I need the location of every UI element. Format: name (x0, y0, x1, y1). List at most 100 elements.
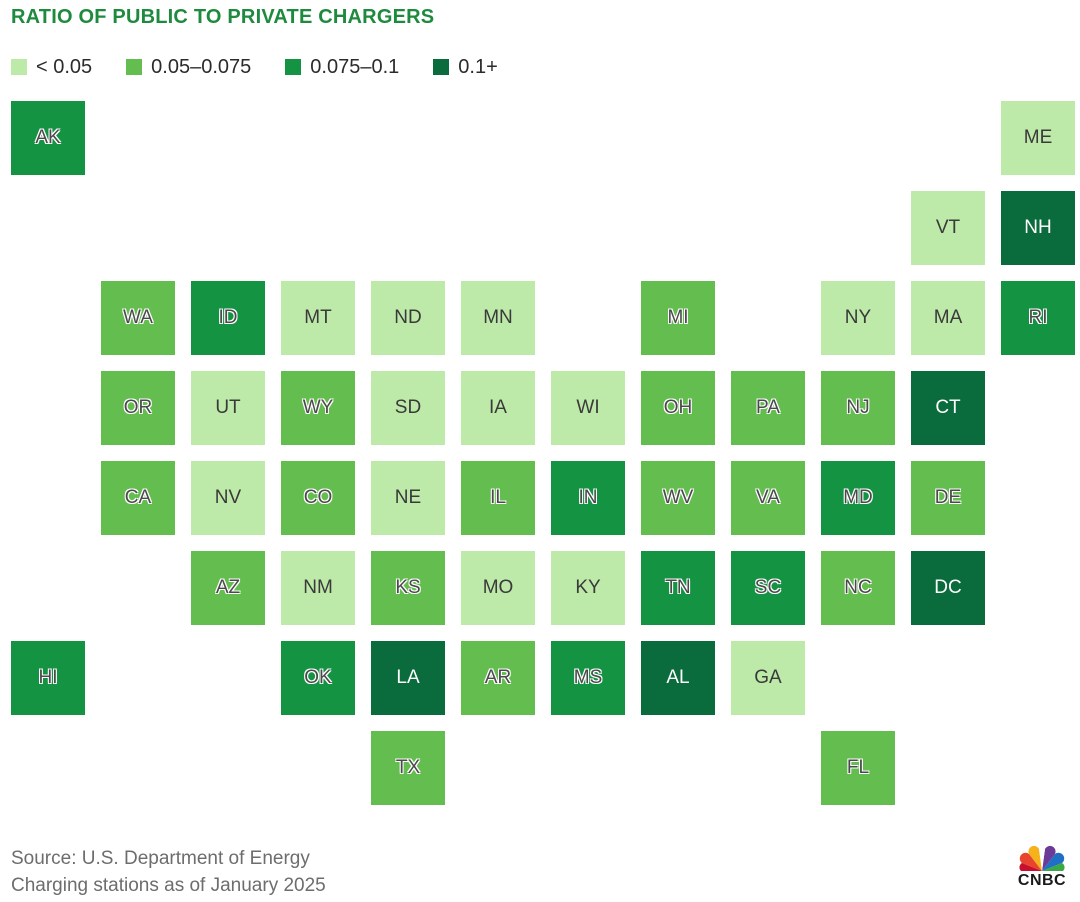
state-code-label: NE (394, 487, 422, 508)
state-tile-ar: AR (461, 641, 535, 715)
state-code-label: MA (933, 307, 963, 328)
state-code-label: RI (1028, 307, 1048, 328)
date-note: Charging stations as of January 2025 (11, 875, 326, 896)
state-tile-or: OR (101, 371, 175, 445)
state-tile-wi: WI (551, 371, 625, 445)
state-tile-hi: HI (11, 641, 85, 715)
state-code-label: AK (35, 127, 61, 148)
state-code-label: OK (304, 667, 332, 688)
state-code-label: CT (935, 397, 961, 418)
cnbc-logo: CNBC (1014, 844, 1070, 892)
state-code-label: SD (394, 397, 422, 418)
state-code-label: TN (665, 577, 691, 598)
state-tile-il: IL (461, 461, 535, 535)
state-code-label: CO (303, 487, 333, 508)
legend-swatch (433, 59, 450, 75)
state-code-label: IA (489, 397, 507, 418)
state-tile-co: CO (281, 461, 355, 535)
state-code-label: NC (844, 577, 872, 598)
state-tile-ne: NE (371, 461, 445, 535)
state-tile-ok: OK (281, 641, 355, 715)
state-code-label: MS (573, 667, 603, 688)
state-tile-ri: RI (1001, 281, 1075, 355)
state-code-label: WA (123, 307, 153, 328)
state-tile-tn: TN (641, 551, 715, 625)
state-code-label: KS (395, 577, 421, 598)
state-code-label: AR (484, 667, 512, 688)
state-code-label: WI (576, 397, 600, 418)
state-code-label: IN (578, 487, 598, 508)
state-tile-dc: DC (911, 551, 985, 625)
state-code-label: VT (935, 217, 961, 238)
state-code-label: NH (1024, 217, 1052, 238)
state-tile-ny: NY (821, 281, 895, 355)
state-code-label: MN (483, 307, 513, 328)
state-tile-md: MD (821, 461, 895, 535)
legend-item-0075-01: 0.075–0.1 (285, 56, 399, 79)
state-tile-sc: SC (731, 551, 805, 625)
state-tile-mn: MN (461, 281, 535, 355)
state-tile-me: ME (1001, 101, 1075, 175)
state-code-label: CA (124, 487, 152, 508)
legend: < 0.05 0.05–0.075 0.075–0.1 0.1+ (11, 53, 532, 81)
state-code-label: AL (666, 667, 690, 688)
state-code-label: UT (215, 397, 241, 418)
state-tile-wy: WY (281, 371, 355, 445)
state-tile-grid: AK ME VT NH WA ID MT ND MN MI NY MA RI OR UT WY SD IA WI OH… (11, 101, 1075, 805)
state-tile-nh: NH (1001, 191, 1075, 265)
legend-item-01-plus: 0.1+ (433, 55, 498, 79)
state-code-label: HI (38, 667, 58, 688)
state-tile-wv: WV (641, 461, 715, 535)
state-code-label: NJ (846, 397, 870, 418)
state-tile-pa: PA (731, 371, 805, 445)
legend-label: 0.05–0.075 (151, 55, 252, 78)
state-code-label: AZ (215, 577, 241, 598)
state-code-label: MD (843, 487, 873, 508)
state-code-label: DE (934, 487, 962, 508)
state-code-label: TX (395, 757, 421, 778)
peacock-icon (1019, 845, 1065, 871)
state-code-label: NY (844, 307, 872, 328)
state-tile-al: AL (641, 641, 715, 715)
state-code-label: DC (934, 577, 962, 598)
state-code-label: WY (302, 397, 334, 418)
state-code-label: MT (304, 307, 332, 328)
state-tile-nd: ND (371, 281, 445, 355)
state-tile-nc: NC (821, 551, 895, 625)
map-title: RATIO OF PUBLIC TO PRIVATE CHARGERS (11, 6, 435, 28)
source-note: Source: U.S. Department of Energy (11, 848, 310, 869)
footer: Source: U.S. Department of Energy Chargi… (11, 845, 326, 899)
state-tile-tx: TX (371, 731, 445, 805)
state-tile-ms: MS (551, 641, 625, 715)
state-code-label: VA (756, 487, 780, 508)
state-code-label: MO (482, 577, 514, 598)
state-code-label: GA (754, 667, 782, 688)
state-tile-vt: VT (911, 191, 985, 265)
state-code-label: NM (303, 577, 333, 598)
legend-swatch (126, 59, 143, 75)
state-tile-nj: NJ (821, 371, 895, 445)
state-code-label: FL (846, 757, 870, 778)
legend-label: 0.1+ (458, 55, 498, 78)
legend-item-lt-005: < 0.05 (11, 56, 92, 79)
state-tile-mo: MO (461, 551, 535, 625)
state-tile-wa: WA (101, 281, 175, 355)
state-tile-va: VA (731, 461, 805, 535)
logo-text: CNBC (1017, 872, 1067, 889)
state-code-label: ME (1023, 127, 1053, 148)
legend-label: 0.075–0.1 (310, 55, 400, 78)
state-tile-ak: AK (11, 101, 85, 175)
state-code-label: SC (754, 577, 782, 598)
state-tile-la: LA (371, 641, 445, 715)
state-tile-nv: NV (191, 461, 265, 535)
state-tile-de: DE (911, 461, 985, 535)
state-code-label: NV (214, 487, 242, 508)
state-tile-ia: IA (461, 371, 535, 445)
state-tile-ma: MA (911, 281, 985, 355)
state-code-label: WV (662, 487, 694, 508)
state-tile-nm: NM (281, 551, 355, 625)
state-tile-ut: UT (191, 371, 265, 445)
state-tile-az: AZ (191, 551, 265, 625)
state-tile-ks: KS (371, 551, 445, 625)
state-code-label: MI (667, 307, 689, 328)
